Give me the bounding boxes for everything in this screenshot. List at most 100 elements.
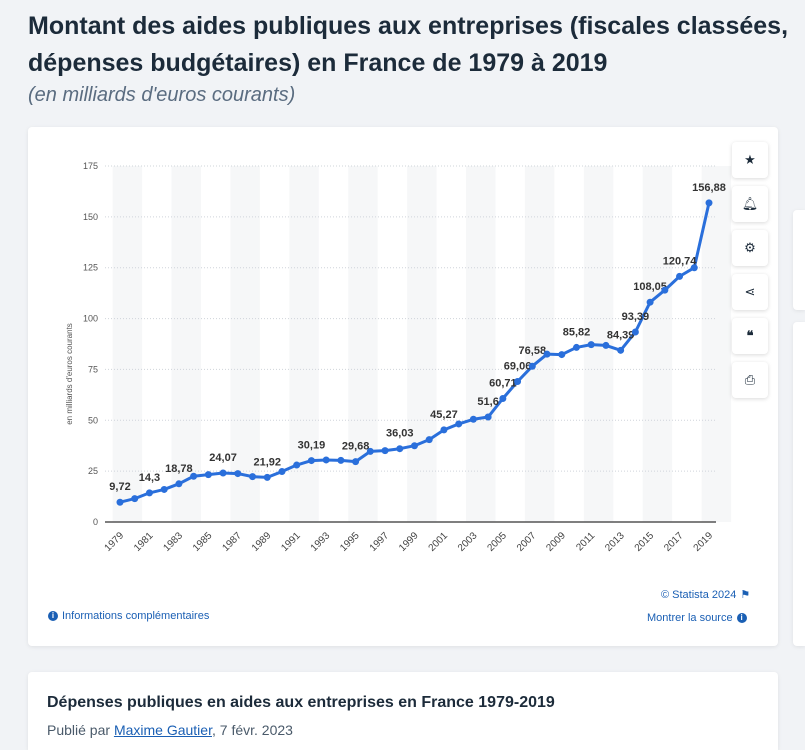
x-tick-label: 2011 [574,530,597,553]
data-point [543,350,551,358]
data-label: 85,82 [563,326,591,338]
data-point [204,471,212,479]
x-tick-label: 1999 [397,530,421,554]
column-band [642,166,673,522]
data-point [175,480,183,488]
x-tick-label: 2019 [692,530,716,554]
publication-info: Publié par Maxime Gautier, 7 févr. 2023 [47,722,293,738]
y-tick-label: 25 [88,466,98,476]
x-tick-label: 2017 [662,530,686,554]
data-label: 36,03 [386,428,414,440]
x-tick-label: 2003 [456,530,480,554]
x-tick-label: 1989 [250,530,274,554]
star-icon: ★ [744,152,756,167]
data-point [602,341,610,349]
info-icon: i [736,613,747,623]
x-tick-label: 1997 [368,530,392,554]
data-point [352,458,360,466]
share-icon: ⋖ [744,284,756,299]
data-point [469,415,477,423]
column-band [524,166,555,522]
y-tick-label: 100 [83,314,98,324]
data-label: 108,05 [633,281,667,293]
data-point [587,341,595,349]
copyright[interactable]: © Statista 2024 ⚑ [661,588,751,602]
x-tick-label: 1991 [279,530,303,554]
info-link[interactable]: i Informations complémentaires [48,610,209,622]
favorite-button[interactable]: ★ [732,142,768,178]
data-point [631,328,639,336]
data-point [411,442,418,450]
data-point [337,456,345,464]
data-point [322,456,330,464]
data-point [396,445,404,453]
data-label: 14,3 [139,472,160,484]
data-label: 24,07 [209,452,237,464]
quote-icon: ❝ [746,328,754,343]
data-label: 60,71 [489,377,517,389]
x-tick-label: 2005 [485,530,509,554]
column-band [407,166,437,522]
share-button[interactable]: ⋖ [732,274,768,310]
data-label: 84,39 [607,329,635,341]
data-point [617,346,625,354]
x-tick-label: 1995 [338,530,362,554]
print-icon: ⎙ [744,372,756,387]
data-point [234,470,242,478]
data-point [690,264,698,272]
data-point [572,343,580,351]
data-label: 120,74 [663,255,698,267]
data-point [190,472,198,480]
data-label: 45,27 [430,409,458,421]
settings-button[interactable]: ⚙ [732,230,768,266]
data-label: 51,6 [477,396,498,408]
data-label: 9,72 [109,481,130,493]
cite-button[interactable]: ❝ [732,318,768,354]
print-button[interactable]: ⎙ [732,362,768,398]
data-point [705,199,713,207]
x-tick-label: 1983 [162,530,186,554]
gear-icon: ⚙ [744,240,756,255]
y-tick-label: 150 [83,212,98,222]
x-tick-label: 2007 [515,530,539,554]
data-point [160,485,168,493]
column-band [171,166,201,522]
bell-icon: 🔔︎ [741,196,759,211]
flag-icon: ⚑ [740,589,751,601]
data-point [307,457,315,465]
data-point [558,351,566,359]
data-point [366,447,374,455]
y-tick-label: 125 [83,263,98,273]
data-point [484,413,492,421]
x-tick-label: 1979 [103,530,127,554]
author-link[interactable]: Maxime Gautier [113,722,212,738]
data-label: 93,39 [622,311,650,323]
page-subtitle: (en milliards d'euros courants) [28,84,296,106]
data-point [249,473,257,481]
data-label: 29,68 [342,441,370,453]
show-source-link[interactable]: Montrer la source i [647,612,747,624]
data-point [528,362,536,370]
data-point [455,420,463,428]
column-band [230,166,260,522]
data-point [381,447,389,455]
y-axis-label: en milliards d'euros courants [65,323,74,425]
data-label: 156,88 [692,182,726,194]
data-point [116,498,124,506]
data-point [278,468,286,476]
toolbar: ★ 🔔︎ ⚙ ⋖ ❝ ⎙ [732,142,768,406]
related-title: Dépenses publiques en aides aux entrepri… [47,694,555,711]
x-tick-label: 2009 [544,530,568,554]
data-label: 18,78 [165,463,193,475]
data-point [661,286,669,294]
data-point [499,394,507,402]
column-band [701,166,732,522]
x-tick-label: 2001 [427,530,451,554]
notification-button[interactable]: 🔔︎ [732,186,768,222]
column-band [348,166,378,522]
x-tick-label: 1993 [309,530,333,554]
related-card: Dépenses publiques en aides aux entrepri… [28,672,778,750]
data-label: 21,92 [253,456,281,468]
data-point [676,272,684,280]
